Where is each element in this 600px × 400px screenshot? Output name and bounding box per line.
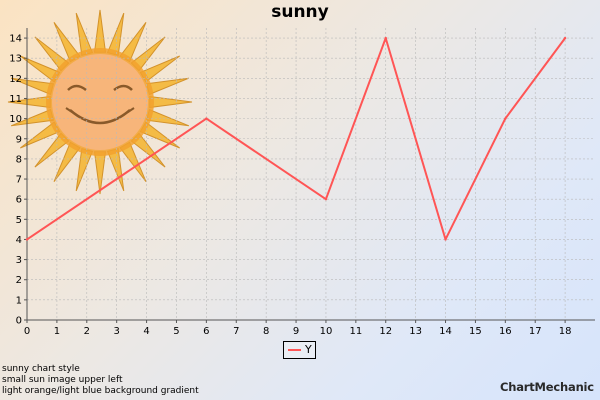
note-line: light orange/light blue background gradi… — [2, 386, 199, 396]
x-tick-label: 16 — [499, 326, 512, 337]
series-y — [25, 36, 567, 241]
y-tick-label: 13 — [9, 54, 22, 65]
y-tick-label: 11 — [9, 94, 22, 105]
y-tick-label: 6 — [16, 195, 22, 206]
x-tick-label: 17 — [529, 326, 542, 337]
brand-logo: ChartMechanic — [500, 380, 594, 394]
y-tick-label: 4 — [16, 235, 22, 246]
chart-notes: sunny chart style small sun image upper … — [2, 364, 199, 397]
y-tick-label: 12 — [9, 74, 22, 85]
note-line: sunny chart style — [2, 364, 80, 374]
y-tick-label: 10 — [9, 114, 22, 125]
data-point — [384, 36, 387, 40]
x-tick-label: 18 — [559, 326, 572, 337]
legend-label-y: Y — [305, 343, 312, 356]
chart-title: sunny — [271, 2, 329, 22]
data-point — [563, 36, 567, 40]
x-tick-label: 10 — [320, 326, 333, 337]
x-tick-label: 5 — [173, 326, 179, 337]
sun-image — [7, 9, 193, 195]
grid — [27, 28, 595, 320]
x-tick-label: 3 — [113, 326, 119, 337]
data-point — [504, 117, 507, 120]
data-point — [25, 238, 29, 241]
y-tick-label: 5 — [16, 215, 22, 226]
data-point — [205, 117, 208, 120]
x-tick-label: 11 — [349, 326, 362, 337]
x-tick-label: 0 — [24, 326, 30, 337]
sun-ray — [149, 95, 193, 109]
y-tick-label: 14 — [9, 34, 22, 45]
y-tick-label: 9 — [16, 134, 22, 145]
legend-swatch-y — [288, 349, 301, 351]
y-tick-label: 0 — [16, 316, 22, 327]
data-point — [324, 197, 328, 201]
x-tick-label: 7 — [233, 326, 239, 337]
x-tick-label: 6 — [203, 326, 209, 337]
axes — [24, 28, 595, 323]
x-tick-label: 8 — [263, 326, 269, 337]
sun-ray — [93, 9, 107, 53]
x-tick-label: 1 — [54, 326, 60, 337]
x-tick-label: 4 — [143, 326, 149, 337]
y-tick-label: 3 — [16, 255, 22, 266]
x-tick-label: 2 — [84, 326, 90, 337]
x-tick-label: 9 — [293, 326, 299, 337]
data-point — [444, 238, 447, 241]
legend: Y — [283, 341, 316, 359]
y-tick-label: 1 — [16, 295, 22, 306]
x-tick-label: 13 — [409, 326, 422, 337]
y-tick-label: 8 — [16, 154, 22, 165]
note-line: small sun image upper left — [2, 375, 123, 385]
x-tick-label: 14 — [439, 326, 452, 337]
x-tick-label: 15 — [469, 326, 482, 337]
x-tick-label: 12 — [379, 326, 392, 337]
y-tick-label: 7 — [16, 175, 22, 186]
y-tick-label: 2 — [16, 275, 22, 286]
